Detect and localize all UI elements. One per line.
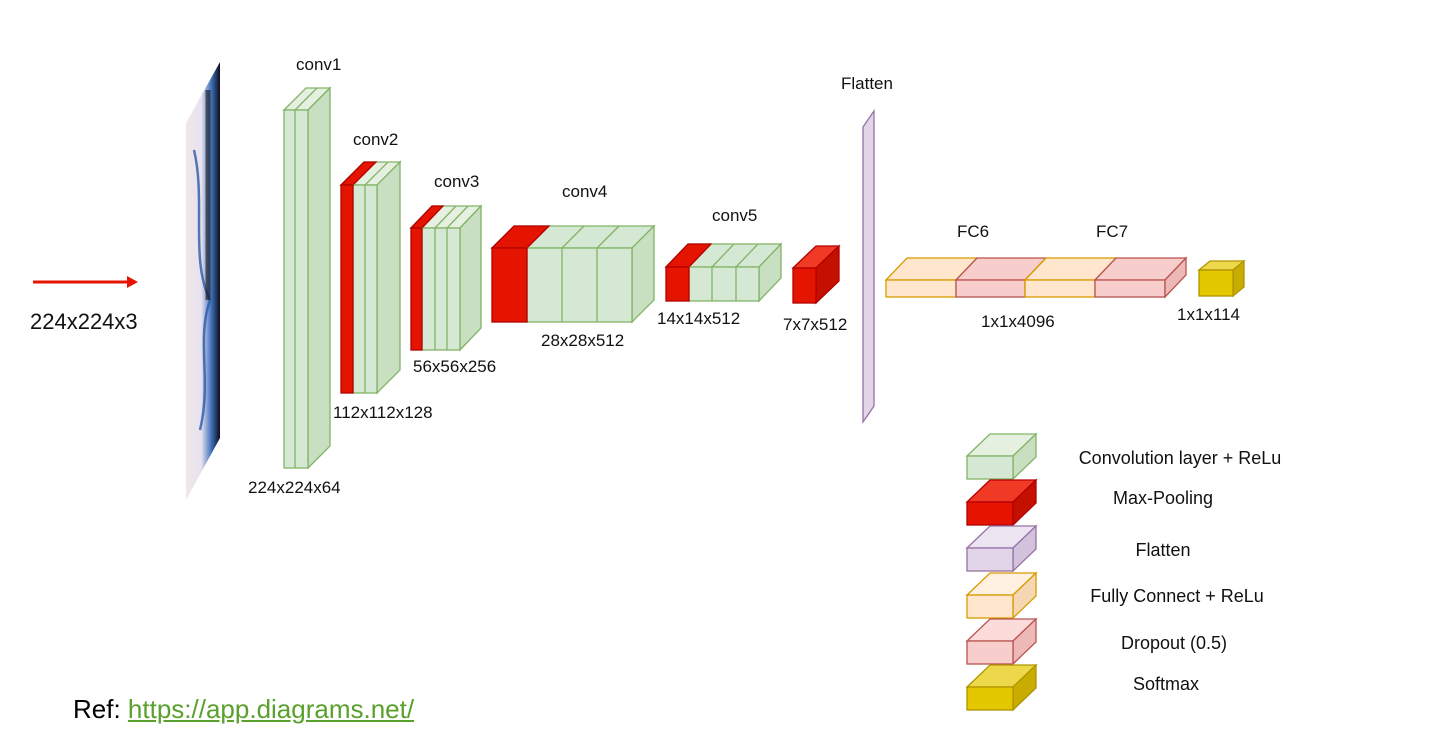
- flatten-name: Flatten: [841, 74, 893, 93]
- conv3-block: [409, 204, 483, 352]
- conv-legend-icon: [965, 432, 1038, 481]
- dropout-legend-icon: [965, 617, 1038, 666]
- conv1-dims: 224x224x64: [248, 478, 341, 497]
- fc7-name: FC7: [1096, 222, 1129, 241]
- conv5-dims: 14x14x512: [657, 309, 741, 328]
- input-image: [186, 62, 220, 500]
- conv2-block: [339, 160, 402, 395]
- fc-bar: [884, 256, 1188, 299]
- reference-link[interactable]: https://app.diagrams.net/: [127, 694, 415, 724]
- legend-label-conv: Convolution layer + ReLu: [1078, 448, 1282, 468]
- flatten-block: [862, 108, 875, 425]
- conv4-name: conv4: [562, 182, 608, 201]
- legend-label-dropout: Dropout (0.5): [1120, 633, 1228, 653]
- legend-label-softmax: Softmax: [1132, 674, 1200, 694]
- conv4-block: [490, 224, 656, 324]
- softmax-block: [1197, 259, 1246, 298]
- conv4-dims: 28x28x512: [541, 331, 625, 350]
- softmax-legend-icon: [965, 663, 1038, 712]
- conv2-dims: 112x112x128: [333, 403, 433, 422]
- fc-dims: 1x1x4096: [981, 312, 1055, 331]
- conv5-name: conv5: [712, 206, 758, 225]
- fc6-name: FC6: [957, 222, 990, 241]
- input-label: 224x224x3: [30, 309, 138, 334]
- flatten-legend-icon: [965, 524, 1038, 573]
- conv1-name: conv1: [296, 55, 342, 74]
- reference-prefix: Ref:: [73, 694, 121, 724]
- input-arrow: [33, 276, 138, 288]
- reference-line: Ref: https://app.diagrams.net/: [73, 694, 414, 725]
- conv5-block: [664, 242, 783, 303]
- conv3-dims: 56x56x256: [413, 357, 497, 376]
- softmax-dims: 1x1x114: [1177, 305, 1241, 324]
- conv1-block: [282, 86, 332, 470]
- legend-label-maxpool: Max-Pooling: [1112, 488, 1214, 508]
- pool5-dims: 7x7x512: [783, 315, 848, 334]
- fc-legend-icon: [965, 571, 1038, 620]
- maxpool-legend-icon: [965, 478, 1038, 527]
- conv3-name: conv3: [434, 172, 480, 191]
- conv2-name: conv2: [353, 130, 399, 149]
- pool5-block: [791, 244, 841, 305]
- legend-label-flatten: Flatten: [1135, 540, 1191, 560]
- legend-label-fc: Fully Connect + ReLu: [1090, 586, 1264, 606]
